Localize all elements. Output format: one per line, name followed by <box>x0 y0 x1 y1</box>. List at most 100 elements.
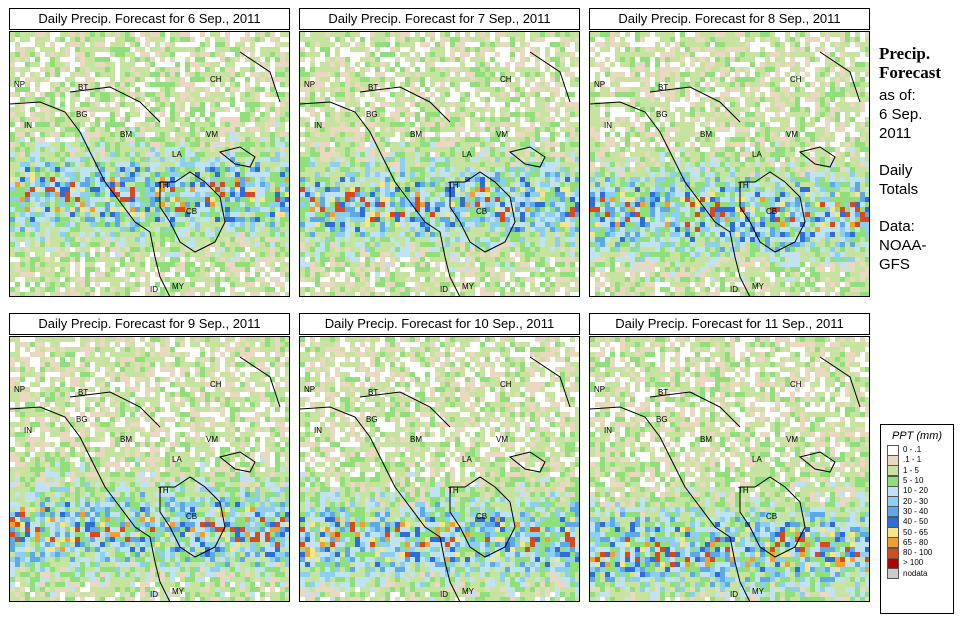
legend-label: 40 - 50 <box>903 517 928 527</box>
country-label: VM <box>496 130 508 139</box>
forecast-panel: Daily Precip. Forecast for 6 Sep., 2011 … <box>9 8 290 297</box>
country-label: LA <box>752 455 762 464</box>
country-label: LA <box>172 150 182 159</box>
panel-title: Daily Precip. Forecast for 11 Sep., 2011 <box>589 313 870 335</box>
country-label: ID <box>150 285 158 294</box>
country-label: BT <box>658 83 668 92</box>
side-title-line1: Precip. <box>879 44 931 63</box>
precip-field: NP BT IN BG BM CH VM LA TH CB MY ID <box>10 32 289 296</box>
country-borders <box>590 51 861 296</box>
legend-item: 65 - 80 <box>887 537 953 549</box>
country-label: NP <box>14 80 25 89</box>
country-label: BT <box>78 388 88 397</box>
legend-label: > 100 <box>903 558 924 568</box>
country-label: MY <box>462 282 475 291</box>
country-label: NP <box>304 385 315 394</box>
panel-title: Daily Precip. Forecast for 8 Sep., 2011 <box>589 8 870 30</box>
legend-item: 20 - 30 <box>887 496 953 508</box>
country-label: ID <box>440 590 448 599</box>
country-label: BG <box>366 110 378 119</box>
precip-field: NP BT IN BG BM CH VM LA TH CB MY ID <box>300 32 579 296</box>
country-label: TH <box>448 181 459 190</box>
country-label: NP <box>304 80 315 89</box>
legend-swatch <box>887 568 899 580</box>
country-label: LA <box>172 455 182 464</box>
country-label: ID <box>730 590 738 599</box>
legend-item: 40 - 50 <box>887 516 953 528</box>
country-label: LA <box>462 455 472 464</box>
country-label: CB <box>476 207 487 216</box>
country-label: LA <box>752 150 762 159</box>
forecast-panel: Daily Precip. Forecast for 8 Sep., 2011 … <box>589 8 870 297</box>
country-label: VM <box>786 130 798 139</box>
country-label: NP <box>594 80 605 89</box>
country-borders <box>590 356 861 601</box>
legend-item: .1 - 1 <box>887 454 953 466</box>
precip-map: NP BT IN BG BM CH VM LA TH CB MY ID <box>589 336 870 602</box>
legend-item: 10 - 20 <box>887 485 953 497</box>
country-borders <box>300 356 571 601</box>
country-label: VM <box>496 435 508 444</box>
data-source-line2: GFS <box>879 256 910 273</box>
legend-label: 20 - 30 <box>903 496 928 506</box>
panel-title: Daily Precip. Forecast for 7 Sep., 2011 <box>299 8 580 30</box>
country-label: CH <box>210 380 222 389</box>
panel-title: Daily Precip. Forecast for 9 Sep., 2011 <box>9 313 290 335</box>
country-label: BT <box>368 83 378 92</box>
legend-item: 80 - 100 <box>887 547 953 559</box>
data-source-line1: NOAA- <box>879 237 927 254</box>
side-info: Precip. Forecast as of: 6 Sep. 2011 Dail… <box>879 44 963 274</box>
legend-item: 50 - 65 <box>887 527 953 539</box>
legend-item: > 100 <box>887 557 953 569</box>
country-label: NP <box>14 385 25 394</box>
country-label: CB <box>766 207 777 216</box>
country-label: BM <box>410 435 422 444</box>
legend-label: 65 - 80 <box>903 537 928 547</box>
legend-label: 10 - 20 <box>903 486 928 496</box>
country-label: MY <box>172 282 185 291</box>
legend-title: PPT (mm) <box>891 430 943 442</box>
country-label: VM <box>206 435 218 444</box>
country-label: ID <box>440 285 448 294</box>
country-borders <box>300 51 571 296</box>
as-of-year: 2011 <box>879 125 912 142</box>
country-label: BM <box>120 435 132 444</box>
country-label: TH <box>738 181 749 190</box>
precip-map: NP BT IN BG BM CH VM LA TH CB MY ID <box>299 336 580 602</box>
precip-field: NP BT IN BG BM CH VM LA TH CB MY ID <box>590 337 869 601</box>
country-label: VM <box>786 435 798 444</box>
country-label: ID <box>150 590 158 599</box>
country-label: CB <box>476 512 487 521</box>
forecast-panel: Daily Precip. Forecast for 9 Sep., 2011 … <box>9 313 290 602</box>
country-label: BT <box>368 388 378 397</box>
country-label: IN <box>604 426 612 435</box>
precip-map: NP BT IN BG BM CH VM LA TH CB MY ID <box>589 31 870 297</box>
country-label: MY <box>752 282 765 291</box>
legend-item: 5 - 10 <box>887 475 953 487</box>
legend-label: 80 - 100 <box>903 548 933 558</box>
country-label: BG <box>366 415 378 424</box>
country-label: TH <box>738 486 749 495</box>
country-label: TH <box>158 486 169 495</box>
legend-label: 5 - 10 <box>903 476 924 486</box>
legend-label: 1 - 5 <box>903 465 920 475</box>
precip-field: NP BT IN BG BM CH VM LA TH CB MY ID <box>300 337 579 601</box>
legend-label: 30 - 40 <box>903 506 928 516</box>
legend-item: 30 - 40 <box>887 506 953 518</box>
legend-label: nodata <box>903 568 928 578</box>
country-label: TH <box>448 486 459 495</box>
country-label: MY <box>752 587 765 596</box>
country-label: BT <box>78 83 88 92</box>
country-label: CH <box>500 380 512 389</box>
country-label: BG <box>656 110 668 119</box>
country-label: MY <box>172 587 185 596</box>
country-label: IN <box>314 121 322 130</box>
country-label: BG <box>76 110 88 119</box>
country-label: CB <box>186 207 197 216</box>
country-label: ID <box>730 285 738 294</box>
country-label: BM <box>700 435 712 444</box>
panel-title: Daily Precip. Forecast for 10 Sep., 2011 <box>299 313 580 335</box>
forecast-panel: Daily Precip. Forecast for 7 Sep., 2011 … <box>299 8 580 297</box>
